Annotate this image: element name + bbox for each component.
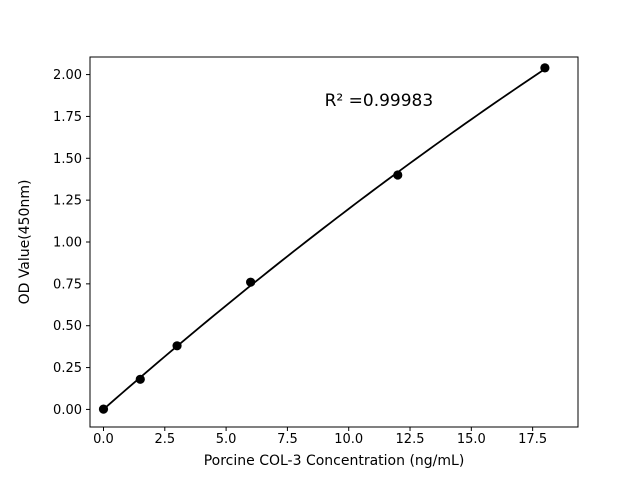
y-tick-label: 1.25 [53,194,82,209]
data-point [172,341,182,351]
y-tick-label: 1.75 [53,110,82,125]
x-tick-label: 0.0 [93,432,114,447]
x-tick-label: 12.5 [396,432,425,447]
x-axis-label: Porcine COL-3 Concentration (ng/mL) [203,453,465,469]
y-tick-label: 2.00 [53,68,82,83]
data-point [246,277,256,287]
fit-line [102,68,546,411]
r-squared-annotation: R² =0.99983 [324,90,434,111]
y-tick-label: 0.25 [53,361,82,376]
x-tick-label: 17.5 [518,432,547,447]
x-tick-label: 2.5 [154,432,175,447]
data-point [540,63,550,73]
data-point [135,374,145,384]
data-point [393,170,403,180]
x-tick-label: 5.0 [216,432,237,447]
y-tick-label: 1.00 [53,236,82,251]
x-tick-label: 10.0 [334,432,363,447]
y-tick-label: 0.75 [53,277,82,292]
plot-border [89,56,579,428]
y-tick-label: 1.50 [53,152,82,167]
y-tick-label: 0.00 [53,403,82,418]
x-tick-label: 15.0 [457,432,486,447]
y-tick-label: 0.50 [53,319,82,334]
data-point [98,404,109,414]
x-tick-label: 7.5 [277,432,298,447]
y-axis-label: OD Value(450nm) [17,179,33,305]
